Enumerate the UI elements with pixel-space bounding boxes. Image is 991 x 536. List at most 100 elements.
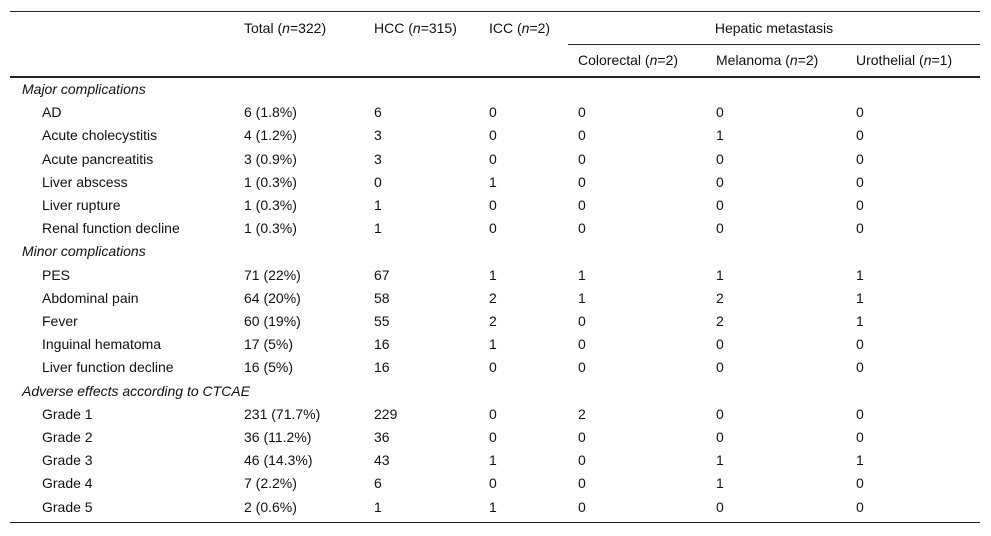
melanoma-cell: 0 [716,220,724,237]
header-group: Hepatic metastasis [714,20,834,36]
icc-cell: 1 [489,173,497,190]
melanoma-cell: 1 [716,475,724,492]
melanoma-cell: 1 [716,452,724,469]
colorectal-cell: 0 [578,127,586,144]
total-cell: 17 (5%) [244,336,294,353]
hcc-cell: 1 [374,498,382,515]
urothelial-cell: 0 [856,498,864,515]
urothelial-cell: 0 [856,359,864,376]
hcc-cell: 229 [374,405,398,422]
colorectal-cell: 0 [578,452,586,469]
urothelial-cell: 0 [856,405,864,422]
hcc-cell: 58 [374,289,390,306]
total-cell: 1 (0.3%) [244,220,297,237]
total-cell: 7 (2.2%) [244,475,297,492]
melanoma-cell: 0 [716,498,724,515]
colorectal-cell: 0 [578,197,586,213]
melanoma-cell: 0 [716,197,724,213]
row-label: AD [42,104,62,121]
urothelial-cell: 1 [856,452,864,469]
total-cell: 4 (1.2%) [244,127,297,144]
header-total: Total (n=322) [244,20,327,36]
icc-cell: 0 [489,150,497,167]
colorectal-cell: 0 [578,498,586,515]
colorectal-cell: 0 [578,313,586,329]
header-rule [10,76,980,78]
colorectal-cell: 2 [578,405,586,422]
melanoma-cell: 0 [716,173,724,190]
urothelial-cell: 0 [856,197,864,213]
total-cell: 1 (0.3%) [244,197,297,213]
total-cell: 1 (0.3%) [244,173,297,190]
hcc-cell: 6 [374,104,382,121]
colorectal-cell: 0 [578,150,586,167]
hcc-cell: 3 [374,150,382,167]
hcc-cell: 67 [374,266,390,283]
top-rule [10,11,980,12]
header-hcc: HCC (n=315) [374,20,457,36]
icc-cell: 1 [489,266,497,283]
total-cell: 64 (20%) [244,289,301,306]
melanoma-cell: 0 [716,429,724,445]
section-title: Major complications [22,81,146,97]
total-cell: 60 (19%) [244,313,301,329]
hcc-cell: 16 [374,359,390,376]
group-rule [568,44,980,45]
colorectal-cell: 0 [578,475,586,492]
melanoma-cell: 0 [716,336,724,353]
urothelial-cell: 0 [856,220,864,237]
total-cell: 71 (22%) [244,266,301,283]
colorectal-cell: 0 [578,104,586,121]
icc-cell: 0 [489,405,497,422]
urothelial-cell: 1 [856,289,864,306]
total-cell: 6 (1.8%) [244,104,297,121]
row-label: Fever [42,313,78,329]
hcc-cell: 16 [374,336,390,353]
row-label: Liver abscess [42,173,128,190]
icc-cell: 0 [489,429,497,445]
urothelial-cell: 1 [856,313,864,329]
hcc-cell: 0 [374,173,382,190]
hcc-cell: 1 [374,197,382,213]
colorectal-cell: 0 [578,173,586,190]
icc-cell: 0 [489,475,497,492]
icc-cell: 1 [489,452,497,469]
row-label: Abdominal pain [42,289,139,306]
melanoma-cell: 0 [716,359,724,376]
hcc-cell: 36 [374,429,390,445]
total-cell: 16 (5%) [244,359,294,376]
row-label: Grade 3 [42,452,93,469]
section-title: Minor complications [22,243,146,260]
total-cell: 3 (0.9%) [244,150,297,167]
melanoma-cell: 0 [716,104,724,121]
urothelial-cell: 0 [856,127,864,144]
icc-cell: 0 [489,104,497,121]
urothelial-cell: 0 [856,150,864,167]
melanoma-cell: 1 [716,127,724,144]
hcc-cell: 43 [374,452,390,469]
row-label: Acute pancreatitis [42,150,154,167]
row-label: Grade 5 [42,498,93,515]
row-label: Acute cholecystitis [42,127,158,144]
row-label: Grade 4 [42,475,93,492]
hcc-cell: 6 [374,475,382,492]
hcc-cell: 55 [374,313,390,329]
melanoma-cell: 0 [716,405,724,422]
row-label: Liver function decline [42,359,174,376]
urothelial-cell: 0 [856,104,864,121]
urothelial-cell: 0 [856,336,864,353]
colorectal-cell: 1 [578,289,586,306]
row-label: Renal function decline [42,220,180,237]
icc-cell: 0 [489,359,497,376]
colorectal-cell: 0 [578,220,586,237]
melanoma-cell: 0 [716,150,724,167]
header-colorectal: Colorectal (n=2) [578,52,679,68]
colorectal-cell: 0 [578,429,586,445]
urothelial-cell: 0 [856,475,864,492]
icc-cell: 2 [489,289,497,306]
icc-cell: 0 [489,197,497,213]
total-cell: 36 (11.2%) [244,429,312,445]
total-cell: 46 (14.3%) [244,452,313,469]
hcc-cell: 3 [374,127,382,144]
